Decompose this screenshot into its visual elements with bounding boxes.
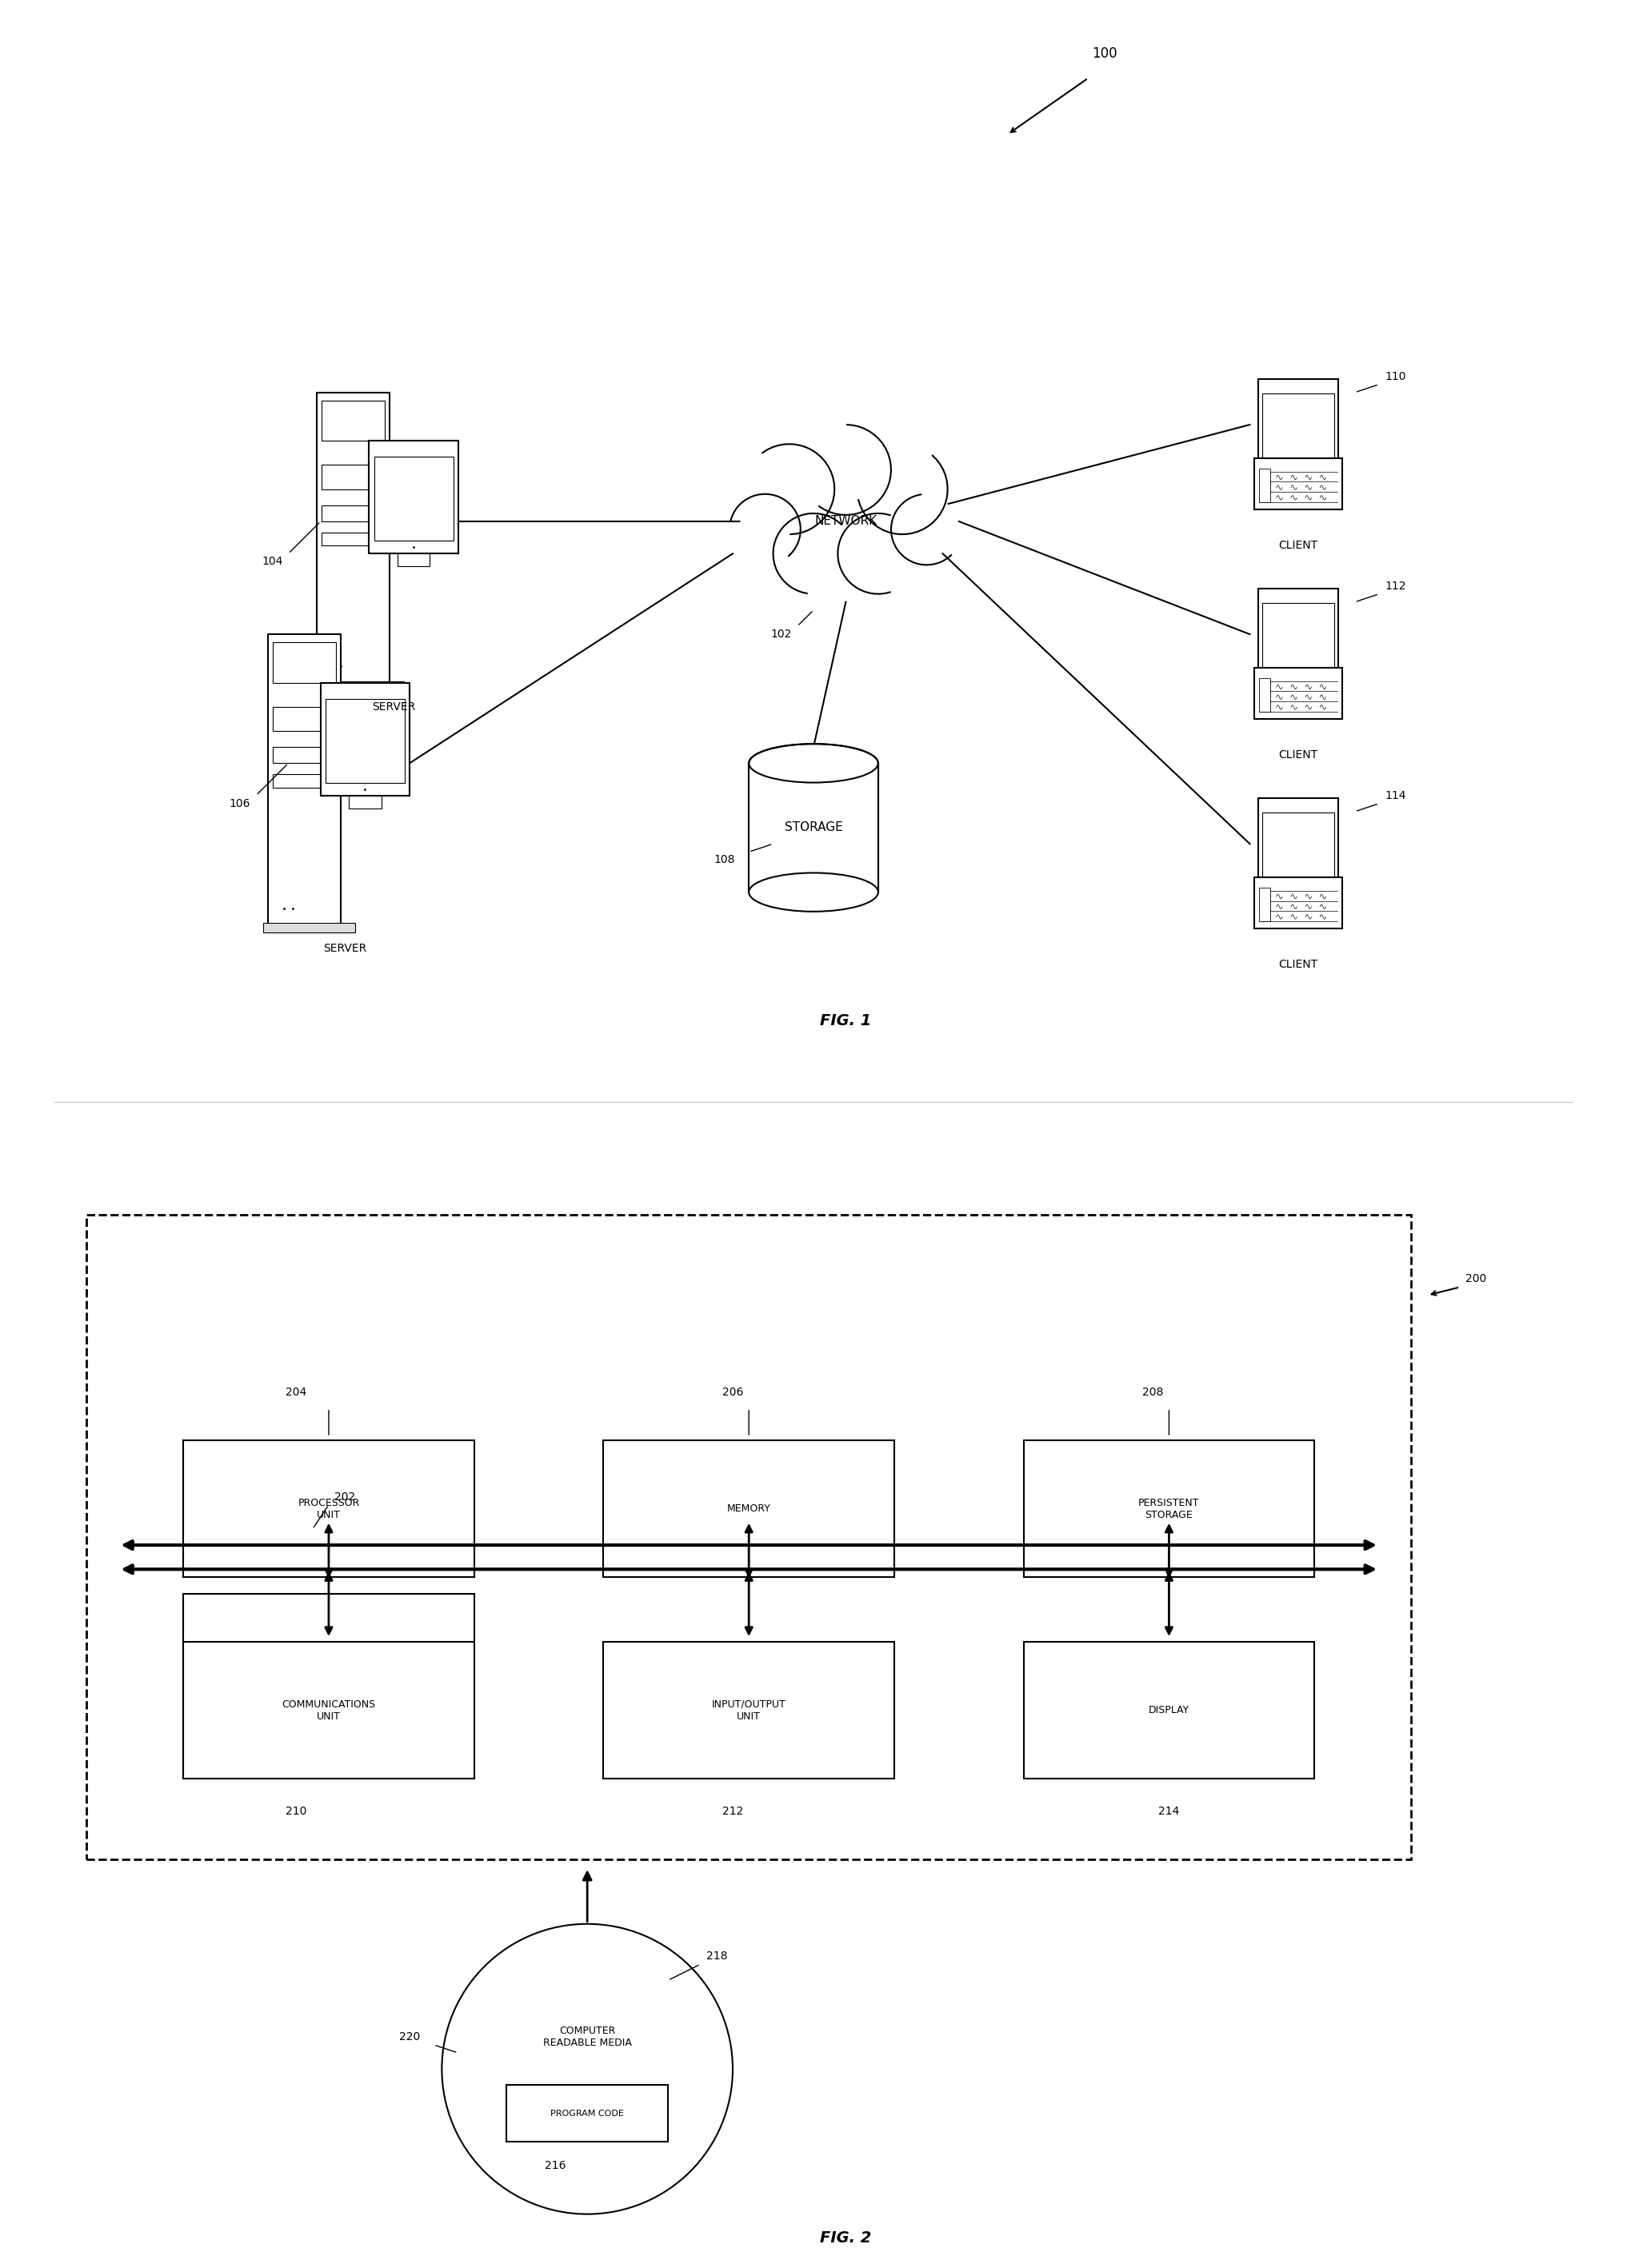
Text: 114: 114: [1385, 789, 1406, 801]
Bar: [273, 746, 337, 764]
Text: NETWORK: NETWORK: [815, 515, 877, 528]
Bar: [604, 1642, 895, 1778]
Text: COMMUNICATIONS
UNIT: COMMUNICATIONS UNIT: [281, 1699, 376, 1721]
Bar: [1263, 603, 1334, 669]
Bar: [1263, 392, 1334, 458]
Text: STORAGE: STORAGE: [784, 821, 843, 835]
Bar: [1258, 379, 1339, 465]
Bar: [748, 764, 879, 891]
Text: 214: 214: [1158, 1805, 1180, 1817]
Bar: [317, 392, 389, 683]
Bar: [348, 796, 381, 807]
Bar: [506, 2084, 669, 2141]
Text: FIG. 2: FIG. 2: [820, 2232, 872, 2245]
Text: 200: 200: [1466, 1275, 1487, 1284]
Circle shape: [443, 1923, 732, 2214]
Bar: [322, 401, 384, 440]
Bar: [604, 1440, 895, 1576]
Bar: [321, 683, 410, 796]
Text: PROGRAM CODE: PROGRAM CODE: [550, 2109, 625, 2118]
Bar: [1254, 878, 1342, 928]
Bar: [184, 1642, 473, 1778]
Circle shape: [797, 433, 895, 528]
Bar: [1254, 458, 1342, 510]
Text: PERSISTENT
STORAGE: PERSISTENT STORAGE: [1139, 1497, 1199, 1520]
Bar: [322, 465, 384, 490]
Bar: [264, 923, 355, 932]
Bar: [1259, 887, 1271, 921]
Text: 218: 218: [706, 1950, 727, 1962]
Text: SERVER: SERVER: [371, 701, 415, 712]
Bar: [273, 708, 337, 730]
Bar: [184, 1440, 473, 1576]
Text: COMPUTER
READABLE MEDIA: COMPUTER READABLE MEDIA: [543, 2025, 631, 2048]
Text: DISPLAY: DISPLAY: [1149, 1706, 1189, 1715]
Bar: [1023, 1642, 1315, 1778]
Bar: [397, 553, 430, 567]
Text: PROCESSOR
UNIT: PROCESSOR UNIT: [298, 1497, 360, 1520]
Text: 102: 102: [771, 628, 792, 640]
Bar: [1263, 812, 1334, 878]
Text: 112: 112: [1385, 581, 1406, 592]
Bar: [268, 635, 340, 925]
Text: 108: 108: [714, 855, 735, 866]
Bar: [1259, 469, 1271, 501]
Text: INPUT/OUTPUT
UNIT: INPUT/OUTPUT UNIT: [711, 1699, 786, 1721]
Circle shape: [740, 481, 822, 562]
Bar: [1258, 587, 1339, 676]
Ellipse shape: [748, 744, 879, 782]
Text: MEMORY: MEMORY: [727, 1504, 771, 1515]
Circle shape: [830, 449, 927, 547]
Text: 202: 202: [335, 1490, 355, 1501]
Circle shape: [773, 474, 887, 585]
Circle shape: [870, 481, 950, 562]
Bar: [312, 680, 403, 692]
Text: 206: 206: [722, 1386, 744, 1397]
Text: 204: 204: [286, 1386, 308, 1397]
Text: 106: 106: [229, 798, 251, 810]
Text: 212: 212: [722, 1805, 744, 1817]
Bar: [1254, 669, 1342, 719]
Text: 220: 220: [399, 2032, 420, 2043]
Bar: [374, 456, 454, 540]
Text: SERVER: SERVER: [324, 943, 366, 955]
Text: 110: 110: [1385, 370, 1406, 381]
Bar: [273, 773, 337, 787]
Bar: [1258, 798, 1339, 885]
Text: 216: 216: [545, 2159, 566, 2170]
Bar: [184, 1594, 473, 1778]
Text: 210: 210: [286, 1805, 308, 1817]
Bar: [322, 533, 384, 547]
Bar: [1259, 678, 1271, 712]
Text: CLIENT: CLIENT: [1279, 540, 1318, 551]
Ellipse shape: [748, 873, 879, 912]
Bar: [748, 744, 879, 764]
Text: CLIENT: CLIENT: [1279, 748, 1318, 760]
Bar: [369, 440, 459, 553]
Text: 100: 100: [1092, 48, 1118, 61]
Bar: [273, 642, 337, 683]
Bar: [325, 699, 405, 782]
Bar: [1023, 1440, 1315, 1576]
Text: CLIENT: CLIENT: [1279, 959, 1318, 971]
Text: 208: 208: [1142, 1386, 1163, 1397]
Text: 104: 104: [262, 556, 283, 567]
Circle shape: [765, 449, 862, 547]
Bar: [322, 506, 384, 522]
Circle shape: [805, 474, 919, 585]
Text: FIG. 1: FIG. 1: [820, 1014, 872, 1030]
Bar: [86, 1216, 1411, 1860]
